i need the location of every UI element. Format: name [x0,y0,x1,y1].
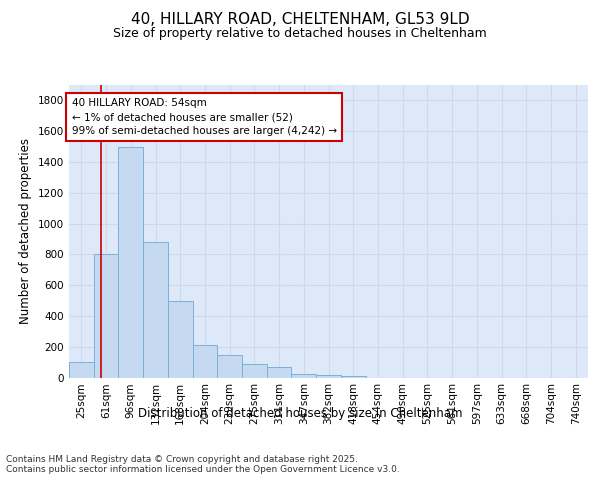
Bar [193,345,217,378]
Bar [292,374,316,378]
Text: Size of property relative to detached houses in Cheltenham: Size of property relative to detached ho… [113,28,487,40]
Bar [94,254,118,378]
Bar [316,375,341,378]
Bar [341,376,365,378]
Text: Contains HM Land Registry data © Crown copyright and database right 2025.
Contai: Contains HM Land Registry data © Crown c… [6,455,400,474]
Text: 40, HILLARY ROAD, CHELTENHAM, GL53 9LD: 40, HILLARY ROAD, CHELTENHAM, GL53 9LD [131,12,469,28]
Bar [217,355,242,378]
Bar [143,242,168,378]
Bar [168,300,193,378]
Text: 40 HILLARY ROAD: 54sqm
← 1% of detached houses are smaller (52)
99% of semi-deta: 40 HILLARY ROAD: 54sqm ← 1% of detached … [71,98,337,136]
Text: Distribution of detached houses by size in Cheltenham: Distribution of detached houses by size … [138,408,462,420]
Bar [242,364,267,378]
Y-axis label: Number of detached properties: Number of detached properties [19,138,32,324]
Bar [118,146,143,378]
Bar [69,362,94,378]
Bar [267,366,292,378]
